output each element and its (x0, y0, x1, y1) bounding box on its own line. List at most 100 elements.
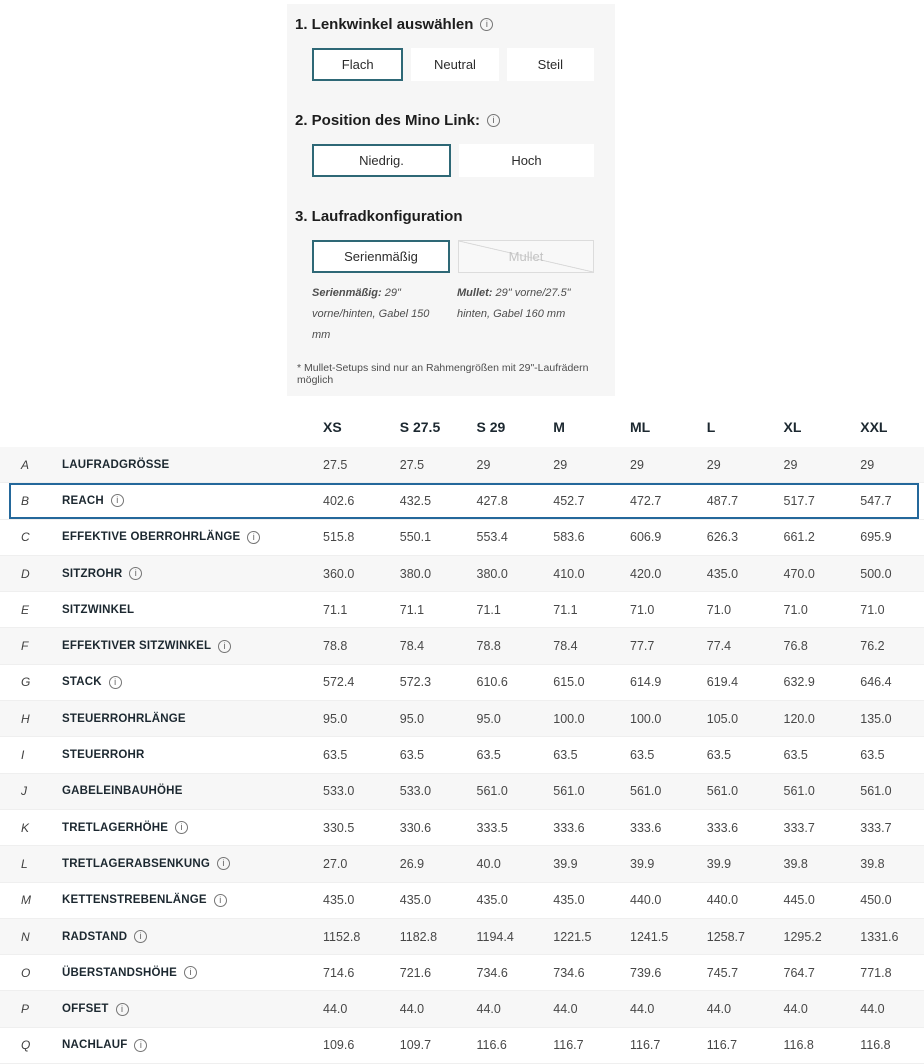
value-cell: 646.4 (860, 675, 892, 690)
info-icon[interactable]: i (108, 675, 122, 689)
geometry-row-m[interactable]: M KETTENSTREBENLÄNGE i 435.0 435.0 435.0 435.0… (0, 882, 924, 919)
geometry-row-g[interactable]: G STACK i 572.4 572.3 610.6 615.0 614.9 619.4 632… (0, 664, 924, 702)
geometry-row-k[interactable]: K TRETLAGERHÖHE i 330.5 330.6 333.5 333.6 333.6… (0, 809, 924, 847)
info-icon[interactable]: i (487, 114, 501, 127)
geometry-row-a[interactable]: A LAUFRADGRÖSSE 27.5 27.5 29 29 29 29 29 29 (0, 447, 924, 484)
row-letter: H (21, 711, 30, 726)
row-label: SITZROHR i (44, 567, 310, 581)
geometry-row-d[interactable]: D SITZROHR i 360.0 380.0 380.0 410.0 420.0 435.0… (0, 555, 924, 593)
row-label: RADSTAND i (44, 930, 310, 943)
value-cell: 472.7 (630, 493, 662, 508)
value-cell: 745.7 (706, 965, 739, 980)
row-letter: J (21, 784, 27, 799)
row-letter: A (21, 457, 30, 472)
value-cell: 77.7 (630, 639, 655, 654)
row-letter: K (21, 820, 30, 835)
column-header-xxl: XXL (860, 418, 888, 435)
option-button-neutral[interactable]: Neutral (411, 48, 499, 81)
value-cell: 116.7 (706, 1038, 738, 1053)
info-icon[interactable]: i (218, 639, 232, 653)
option-button-serienm-ig[interactable]: Serienmäßig (312, 240, 450, 273)
value-cell: 771.8 (860, 965, 892, 980)
value-cell: 95.0 (399, 711, 425, 726)
value-cell: 78.8 (476, 639, 501, 654)
geometry-row-p[interactable]: P OFFSET i 44.0 44.0 44.0 44.0 44.0 44.0 44.0 44.0 (0, 991, 924, 1028)
info-icon[interactable]: i (247, 530, 261, 544)
value-cell: 561.0 (860, 784, 892, 799)
row-letter: O (21, 965, 31, 980)
value-cell: 44.0 (399, 1002, 425, 1017)
value-cell: 615.0 (553, 675, 585, 690)
option-button-steil[interactable]: Steil (506, 48, 594, 81)
value-cell: 44.0 (476, 1002, 501, 1017)
value-cell: 561.0 (553, 784, 585, 799)
row-label: ÜBERSTANDSHÖHE i (44, 966, 310, 980)
value-cell: 1182.8 (399, 929, 438, 944)
info-icon[interactable]: i (217, 857, 230, 871)
column-header-m: M (553, 418, 565, 435)
info-icon[interactable]: i (129, 567, 143, 581)
value-cell: 63.5 (399, 748, 425, 763)
value-cell: 71.0 (860, 602, 885, 617)
value-cell: 435.0 (476, 893, 508, 908)
value-cell: 27.0 (323, 856, 348, 871)
geometry-row-e[interactable]: E SITZWINKEL 71.1 71.1 71.1 71.1 71.0 71.0 71.0 7… (0, 592, 924, 629)
info-icon[interactable]: i (115, 1002, 129, 1016)
geometry-table: XS S 27.5 S 29 M ML L XL XXL A LAUFRADGRÖSSE 27.5… (0, 406, 924, 1064)
geometry-row-f[interactable]: F EFFEKTIVER SITZWINKEL i 78.8 78.4 78.8 78.4 7… (0, 628, 924, 665)
option-button-hoch[interactable]: Hoch (459, 144, 594, 177)
info-icon[interactable]: i (134, 1038, 148, 1052)
row-letter: C (21, 530, 30, 545)
geometry-row-j[interactable]: J GABELEINBAUHÖHE 533.0 533.0 561.0 561.0 561.… (0, 773, 924, 810)
option-button-flach[interactable]: Flach (312, 48, 404, 81)
row-letter: I (21, 748, 25, 763)
info-icon[interactable]: i (184, 966, 198, 980)
value-cell: 27.5 (399, 457, 425, 472)
row-letter: D (21, 566, 30, 581)
value-cell: 29 (706, 457, 721, 472)
value-cell: 533.0 (399, 784, 432, 799)
value-cell: 440.0 (630, 893, 662, 908)
info-icon[interactable]: i (134, 930, 148, 943)
config-options-row: Flach Neutral Steil (312, 48, 594, 81)
geometry-row-b[interactable]: B REACH i 402.6 432.5 427.8 452.7 472.7 487.7 517… (0, 483, 924, 520)
geometry-row-l[interactable]: L TRETLAGERABSENKUNG i 27.0 26.9 40.0 39.9 39.9… (0, 846, 924, 883)
wheel-config-caption-serienm-ig: Serienmäßig: 29" vorne/hinten, Gabel 150… (312, 287, 430, 341)
value-cell: 695.9 (860, 530, 892, 545)
info-icon[interactable]: i (175, 821, 189, 835)
geometry-row-q[interactable]: Q NACHLAUF i 109.6 109.7 116.6 116.7 116.7 116.7… (0, 1027, 924, 1064)
value-cell: 333.6 (630, 820, 662, 835)
config-options-row: Serienmäßig Mullet (312, 240, 594, 273)
geometry-row-n[interactable]: N RADSTAND i 1152.8 1182.8 1194.4 1221.5 1241.5… (0, 918, 924, 956)
value-cell: 109.6 (323, 1038, 355, 1053)
wheel-config-captions: Serienmäßig: 29" vorne/hinten, Gabel 150… (312, 283, 594, 346)
value-cell: 29 (553, 457, 568, 472)
value-cell: 63.5 (323, 748, 348, 763)
value-cell: 606.9 (630, 530, 662, 545)
geometry-row-c[interactable]: C EFFEKTIVE OBERROHRLÄNGE i 515.8 550.1 553.4… (0, 519, 924, 556)
info-icon[interactable]: i (480, 18, 494, 31)
value-cell: 63.5 (860, 748, 885, 763)
value-cell: 583.6 (553, 530, 585, 545)
value-cell: 435.0 (706, 566, 739, 581)
option-button-niedrig[interactable]: Niedrig. (312, 144, 451, 177)
option-button-mullet[interactable]: Mullet (458, 240, 594, 273)
row-label: EFFEKTIVER SITZWINKEL i (44, 639, 310, 653)
value-cell: 63.5 (630, 748, 655, 763)
value-cell: 619.4 (706, 675, 739, 690)
info-icon[interactable]: i (110, 494, 124, 508)
value-cell: 63.5 (706, 748, 732, 763)
geometry-row-h[interactable]: H STEUERROHRLÄNGE 95.0 95.0 95.0 100.0 100.0 10… (0, 701, 924, 738)
value-cell: 333.7 (783, 820, 815, 835)
config-section-title-text: 1. Lenkwinkel auswählen (295, 16, 474, 33)
geometry-row-o[interactable]: O ÜBERSTANDSHÖHE i 714.6 721.6 734.6 734.6 739.… (0, 955, 924, 992)
column-header-s-27-5: S 27.5 (399, 418, 441, 435)
geometry-row-i[interactable]: I STEUERROHR 63.5 63.5 63.5 63.5 63.5 63.5 63.5 6… (0, 737, 924, 774)
value-cell: 105.0 (706, 711, 739, 726)
value-cell: 63.5 (553, 748, 578, 763)
value-cell: 1194.4 (476, 929, 514, 944)
config-section-title-text: 2. Position des Mino Link: (295, 112, 481, 129)
value-cell: 78.8 (323, 639, 348, 654)
value-cell: 561.0 (476, 784, 508, 799)
info-icon[interactable]: i (213, 893, 227, 907)
